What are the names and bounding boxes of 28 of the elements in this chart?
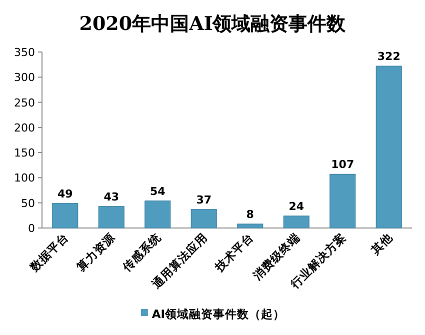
data-label: 49 [57, 187, 73, 200]
bar [144, 200, 171, 228]
x-tick-label: 其他 [367, 230, 396, 258]
bar [52, 203, 78, 228]
data-label: 54 [150, 184, 166, 198]
y-tick-label: 200 [14, 121, 35, 134]
y-tick-label: 300 [14, 71, 35, 84]
data-label: 24 [288, 200, 304, 213]
y-tick-label: 100 [14, 172, 35, 185]
y-tick-label: 0 [28, 222, 35, 235]
y-tick-label: 250 [14, 96, 35, 110]
bar [330, 174, 356, 228]
chart-title: 2020年中国AI领域融资事件数 [79, 13, 347, 35]
y-tick-label: 350 [14, 46, 35, 59]
bar [237, 224, 264, 228]
bar [283, 216, 310, 228]
bar [376, 66, 402, 228]
data-label: 37 [196, 193, 212, 206]
x-tick-label: 算力资源 [72, 230, 118, 275]
bar [98, 206, 124, 228]
data-label: 322 [377, 50, 400, 64]
data-label: 8 [246, 208, 254, 221]
data-label: 107 [331, 158, 354, 172]
data-label: 43 [104, 190, 120, 204]
legend-label: AI领域融资事件数（起） [152, 307, 286, 321]
y-tick-label: 50 [21, 196, 35, 210]
bar [190, 209, 217, 228]
y-tick-label: 150 [14, 146, 35, 160]
